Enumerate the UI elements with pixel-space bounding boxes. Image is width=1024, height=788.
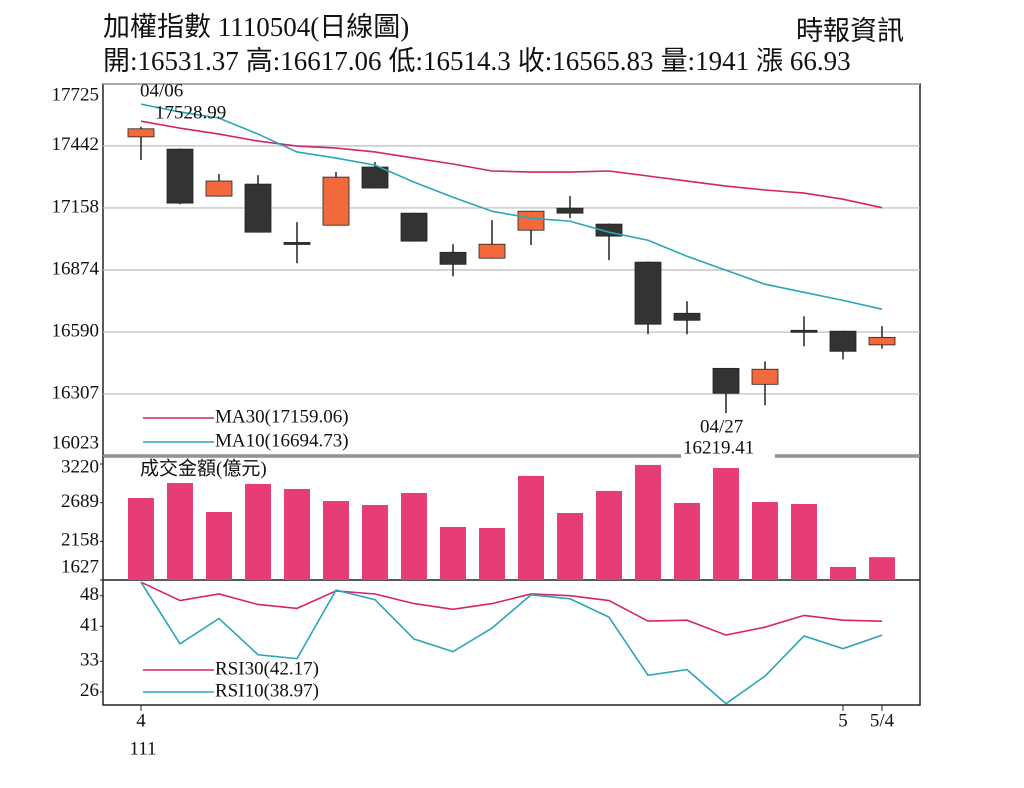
y-tick-label: 16590 [52,320,100,341]
candle-body [244,183,272,233]
candle-body [283,242,311,245]
y-tick-label: 48 [80,584,99,605]
volume-bar [362,505,388,580]
volume-bar [479,528,505,580]
y-tick-label: 41 [80,615,99,636]
volume-bar [830,566,856,580]
series-line [140,120,883,209]
legend-label: 成交金額(億元) [140,457,267,479]
legend-label: RSI30(42.17) [215,658,319,679]
candle-body [517,210,545,231]
volume-bar [713,468,739,580]
summary-item: 高:16617.06 [246,46,382,76]
volume-bar [596,490,622,580]
y-tick-label: 16023 [52,432,100,453]
summary-item: 收:16565.83 [518,46,654,76]
y-tick-label: 2158 [61,530,99,551]
candle-body [400,212,428,242]
y-tick-label: 17442 [52,134,100,155]
legend-label: MA30(17159.06) [215,406,349,427]
volume-bar [284,488,310,580]
volume-bar [440,526,466,580]
y-tick-label: 3220 [61,456,99,477]
candle-body [439,251,467,265]
y-tick-label: 16874 [52,258,100,279]
volume-bar [557,513,583,580]
y-tick-label: 33 [80,650,99,671]
candle-body [556,207,584,214]
volume-bar [167,483,193,580]
series-line [140,581,883,636]
y-tick-label: 17158 [52,196,100,217]
summary: 開:16531.37 高:16617.06 低:16514.3 收:16565.83 量… [103,46,851,76]
volume-bar [128,498,154,580]
legend-label: MA10(16694.73) [215,430,349,451]
x-tick-label: 4 [136,710,146,731]
candle-body [634,261,662,325]
chart-title: 加權指數 1110504(日線圖) [103,12,409,42]
y-tick-label: 16307 [52,382,100,403]
annotation-bg [681,438,775,460]
series-line [140,581,883,705]
x-year-label: 111 [129,738,156,759]
candle-body [673,312,701,321]
x-tick-label: 5/4 [870,710,895,731]
volume-bar [674,502,700,580]
candle-body [127,128,155,138]
y-tick-label: 17725 [52,84,100,105]
volume-bar [206,511,232,580]
candle-body [478,243,506,259]
source: 時報資訊 [796,16,904,46]
summary-item: 漲 66.93 [756,46,851,76]
series-line [140,103,883,310]
y-tick-label: 2689 [61,491,99,512]
candle-body [868,336,896,346]
annotation-date: 04/06 [140,80,183,101]
candle-body [829,330,857,352]
summary-item: 量:1941 [661,46,750,76]
volume-bar [791,503,817,580]
annotation-date: 04/27 [700,416,743,437]
candle-body [790,329,818,333]
summary-item: 開:16531.37 [103,46,239,76]
y-tick-label: 26 [80,680,99,701]
annotation-value: 17528.99 [155,102,226,123]
volume-bar [752,502,778,580]
volume-bar [635,464,661,580]
candle-body [361,166,389,189]
volume-bar [245,483,271,580]
x-tick-label: 5 [838,710,848,731]
candle-body [712,367,740,394]
candle-body [751,368,779,385]
candle-body [166,148,194,204]
candle-body [205,180,233,197]
volume-bar [869,557,895,580]
summary-item: 低:16514.3 [389,46,511,76]
volume-bar [323,500,349,580]
y-tick-label: 1627 [61,556,99,577]
volume-bar [401,492,427,580]
volume-bar [518,475,544,580]
annotation-value: 16219.41 [683,437,754,458]
legend-label: RSI10(38.97) [215,680,319,701]
candle-body [322,176,350,226]
